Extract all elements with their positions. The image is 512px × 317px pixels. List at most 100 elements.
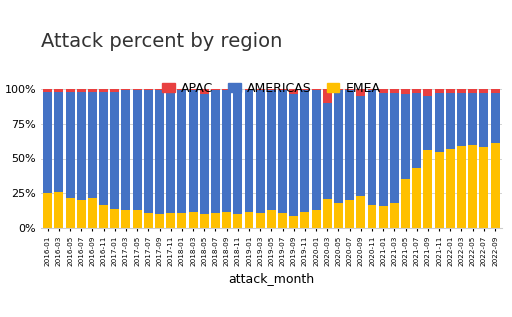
Bar [401, 94, 410, 179]
Bar [368, 89, 376, 90]
Bar [99, 204, 108, 228]
Bar [479, 89, 488, 93]
Bar [178, 90, 186, 213]
Bar [54, 92, 63, 192]
Bar [155, 214, 164, 228]
Bar [200, 89, 209, 94]
Bar [88, 197, 97, 228]
Bar [289, 216, 298, 228]
Bar [211, 89, 220, 90]
Bar [490, 143, 500, 228]
Bar [368, 90, 376, 204]
Bar [479, 93, 488, 147]
Bar [245, 90, 253, 211]
Bar [88, 89, 97, 92]
Bar [345, 90, 354, 200]
Bar [412, 93, 421, 168]
Bar [379, 89, 388, 93]
Bar [233, 214, 242, 228]
Bar [110, 92, 119, 209]
Bar [278, 213, 287, 228]
Bar [178, 213, 186, 228]
Bar [334, 89, 343, 90]
Bar [379, 206, 388, 228]
Bar [301, 90, 309, 211]
Bar [88, 92, 97, 197]
Bar [188, 90, 198, 211]
Bar [267, 90, 276, 210]
Bar [77, 89, 86, 92]
Bar [490, 89, 500, 93]
Bar [423, 96, 433, 150]
Bar [267, 210, 276, 228]
Bar [323, 103, 332, 199]
Bar [110, 89, 119, 92]
Bar [255, 90, 265, 213]
Bar [133, 90, 142, 210]
Bar [278, 90, 287, 213]
Bar [457, 89, 466, 93]
Bar [435, 93, 443, 152]
Bar [379, 93, 388, 206]
Bar [178, 89, 186, 90]
Bar [435, 152, 443, 228]
Bar [255, 89, 265, 90]
Bar [200, 214, 209, 228]
Bar [457, 146, 466, 228]
Bar [267, 89, 276, 90]
Bar [43, 89, 52, 92]
Bar [356, 96, 365, 196]
Bar [323, 199, 332, 228]
Legend: APAC, AMERICAS, EMEA: APAC, AMERICAS, EMEA [157, 77, 386, 100]
Bar [401, 179, 410, 228]
Bar [211, 213, 220, 228]
Bar [43, 193, 52, 228]
Bar [222, 89, 231, 90]
Bar [457, 93, 466, 146]
Bar [401, 89, 410, 94]
Bar [222, 90, 231, 211]
Bar [222, 211, 231, 228]
Bar [312, 89, 321, 90]
Bar [99, 92, 108, 204]
X-axis label: attack_month: attack_month [228, 272, 314, 285]
Bar [133, 210, 142, 228]
Bar [412, 89, 421, 93]
Bar [479, 147, 488, 228]
Bar [345, 200, 354, 228]
Bar [54, 89, 63, 92]
Bar [200, 94, 209, 214]
Bar [289, 94, 298, 216]
Bar [144, 213, 153, 228]
Bar [323, 89, 332, 103]
Bar [390, 203, 399, 228]
Bar [144, 90, 153, 213]
Bar [490, 93, 500, 143]
Bar [446, 149, 455, 228]
Bar [255, 213, 265, 228]
Bar [233, 90, 242, 214]
Bar [155, 90, 164, 214]
Bar [301, 89, 309, 90]
Bar [423, 89, 433, 96]
Bar [412, 168, 421, 228]
Bar [289, 89, 298, 94]
Bar [334, 203, 343, 228]
Bar [99, 89, 108, 92]
Bar [66, 197, 75, 228]
Bar [166, 213, 175, 228]
Bar [155, 89, 164, 90]
Bar [446, 93, 455, 149]
Bar [121, 89, 131, 90]
Bar [43, 92, 52, 193]
Bar [121, 90, 131, 210]
Bar [312, 90, 321, 210]
Bar [390, 89, 399, 93]
Bar [166, 90, 175, 213]
Text: Attack percent by region: Attack percent by region [41, 32, 282, 51]
Bar [468, 93, 477, 145]
Bar [245, 89, 253, 90]
Bar [435, 89, 443, 93]
Bar [66, 92, 75, 197]
Bar [144, 89, 153, 90]
